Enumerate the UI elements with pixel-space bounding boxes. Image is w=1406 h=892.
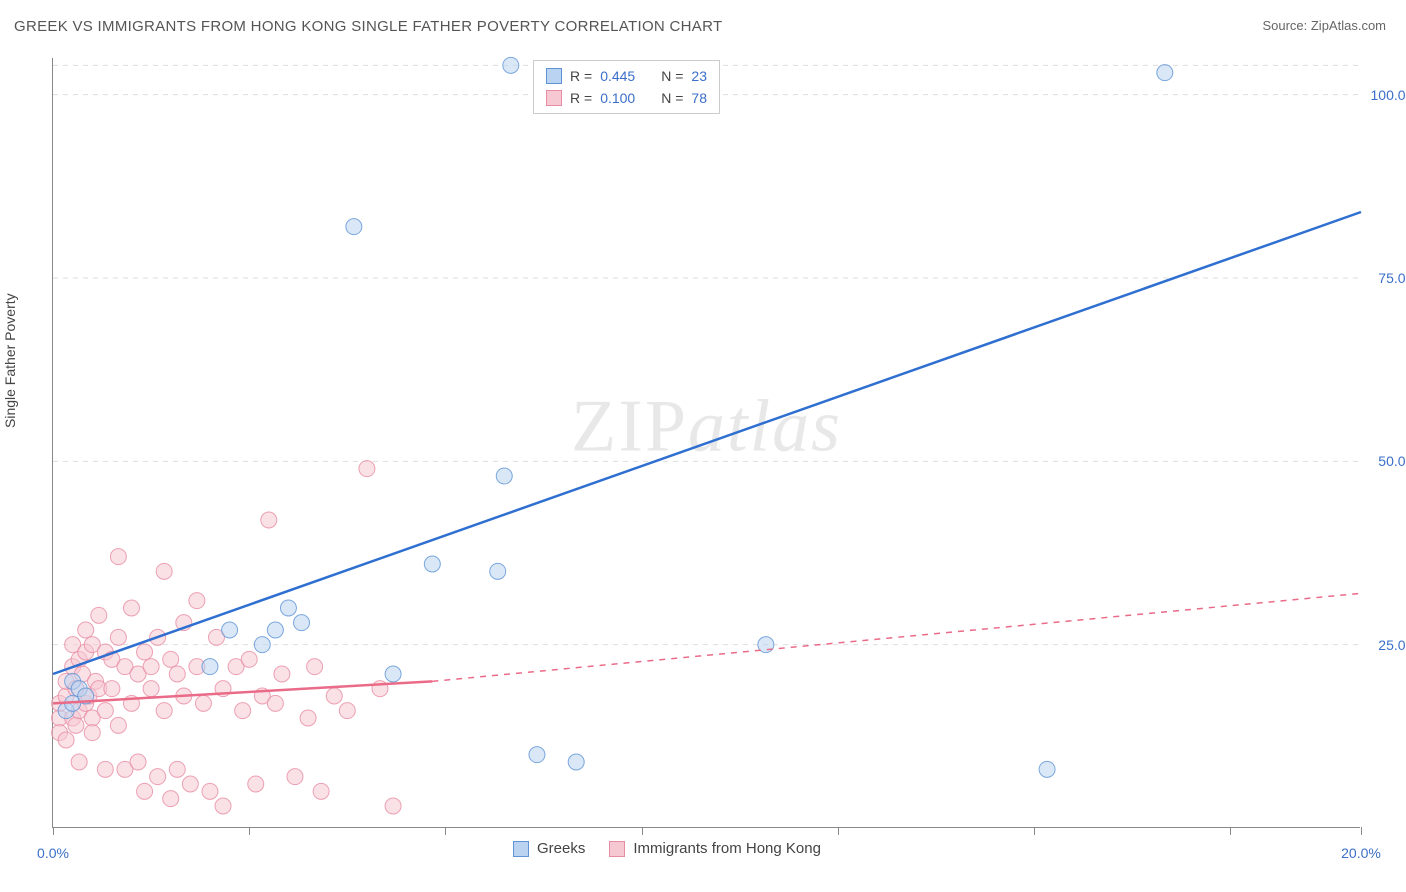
swatch-pink-icon	[609, 841, 625, 857]
n-label: N =	[661, 65, 683, 87]
y-tick-label: 100.0%	[1371, 87, 1406, 103]
swatch-pink-icon	[546, 90, 562, 106]
x-tick	[249, 827, 250, 835]
n-label: N =	[661, 87, 683, 109]
legend-item-greeks: Greeks	[513, 840, 585, 857]
swatch-blue-icon	[513, 841, 529, 857]
n-value-hk: 78	[691, 87, 707, 109]
legend-stats-box: R = 0.445 N = 23 R = 0.100 N = 78	[533, 60, 720, 114]
source-attribution: Source: ZipAtlas.com	[1262, 18, 1386, 33]
r-label: R =	[570, 87, 592, 109]
y-tick-label: 75.0%	[1378, 270, 1406, 286]
n-value-greeks: 23	[691, 65, 707, 87]
y-axis-label: Single Father Poverty	[2, 293, 18, 428]
chart-title: GREEK VS IMMIGRANTS FROM HONG KONG SINGL…	[14, 18, 722, 35]
r-label: R =	[570, 65, 592, 87]
plot-area: ZIPatlas R = 0.445 N = 23 R = 0.100 N = …	[52, 58, 1360, 828]
legend-stats-row-hk: R = 0.100 N = 78	[546, 87, 707, 109]
x-tick	[445, 827, 446, 835]
x-tick	[642, 827, 643, 835]
legend-label-greeks: Greeks	[537, 840, 585, 857]
r-value-hk: 0.100	[600, 87, 635, 109]
legend-series: Greeks Immigrants from Hong Kong	[513, 840, 821, 857]
x-tick	[838, 827, 839, 835]
x-tick	[1230, 827, 1231, 835]
x-tick-label: 0.0%	[37, 845, 69, 861]
legend-label-hk: Immigrants from Hong Kong	[633, 840, 821, 857]
x-tick	[53, 827, 54, 835]
x-tick	[1034, 827, 1035, 835]
y-tick-label: 50.0%	[1378, 453, 1406, 469]
x-tick	[1361, 827, 1362, 835]
scatter-svg	[53, 58, 1360, 827]
legend-stats-row-greeks: R = 0.445 N = 23	[546, 65, 707, 87]
x-tick-label: 20.0%	[1341, 845, 1381, 861]
legend-item-hk: Immigrants from Hong Kong	[609, 840, 821, 857]
r-value-greeks: 0.445	[600, 65, 635, 87]
swatch-blue-icon	[546, 68, 562, 84]
y-tick-label: 25.0%	[1378, 637, 1406, 653]
